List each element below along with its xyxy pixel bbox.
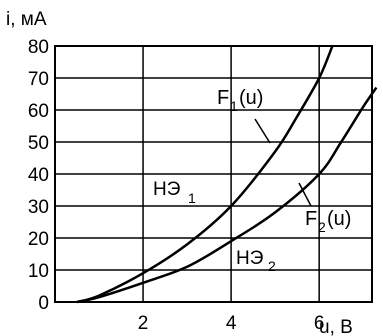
series-line-ne2 (76, 86, 378, 304)
f2-label-arg: (u) (327, 208, 351, 230)
f2-leader-line (298, 182, 312, 207)
x-tick-label-4: 4 (226, 313, 237, 334)
x-axis-title: u, В (319, 317, 353, 336)
x-tick-label-2: 2 (138, 313, 149, 334)
f1-label: F 1 (u) (217, 87, 263, 114)
x-tick-label-6: 6 (314, 313, 325, 334)
ne1-label-sub: 1 (188, 190, 196, 206)
y-tick-labels: 0 10 20 30 40 50 60 70 80 (28, 37, 49, 314)
grid (55, 46, 372, 302)
series-line-ne1 (76, 45, 334, 304)
ne1-label-text: НЭ (153, 179, 180, 200)
plot-frame (54, 45, 373, 303)
y-axis-title: i, мА (6, 9, 47, 30)
y-tick-label-60: 60 (28, 101, 49, 122)
ne1-label: НЭ 1 (153, 179, 196, 206)
y-tick-label-80: 80 (28, 37, 49, 58)
ne2-label-sub: 2 (268, 258, 276, 274)
y-tick-label-0: 0 (38, 293, 49, 314)
f2-label-sub: 2 (318, 219, 326, 235)
ne2-label-text: НЭ (236, 248, 263, 269)
x-tick-labels: 2 4 6 (138, 313, 325, 334)
f1-label-sub: 1 (230, 98, 238, 114)
ne2-label: НЭ 2 (236, 248, 276, 274)
y-tick-label-40: 40 (28, 165, 49, 186)
f1-label-letter: F (217, 87, 229, 109)
y-tick-label-20: 20 (28, 229, 49, 250)
f1-label-arg: (u) (239, 87, 263, 109)
f1-leader-line (254, 118, 271, 144)
f2-label: F 2 (u) (305, 208, 351, 235)
y-tick-label-30: 30 (28, 197, 49, 218)
y-tick-label-70: 70 (28, 69, 49, 90)
f2-label-letter: F (305, 208, 317, 230)
y-tick-label-50: 50 (28, 133, 49, 154)
y-tick-label-10: 10 (28, 261, 49, 282)
